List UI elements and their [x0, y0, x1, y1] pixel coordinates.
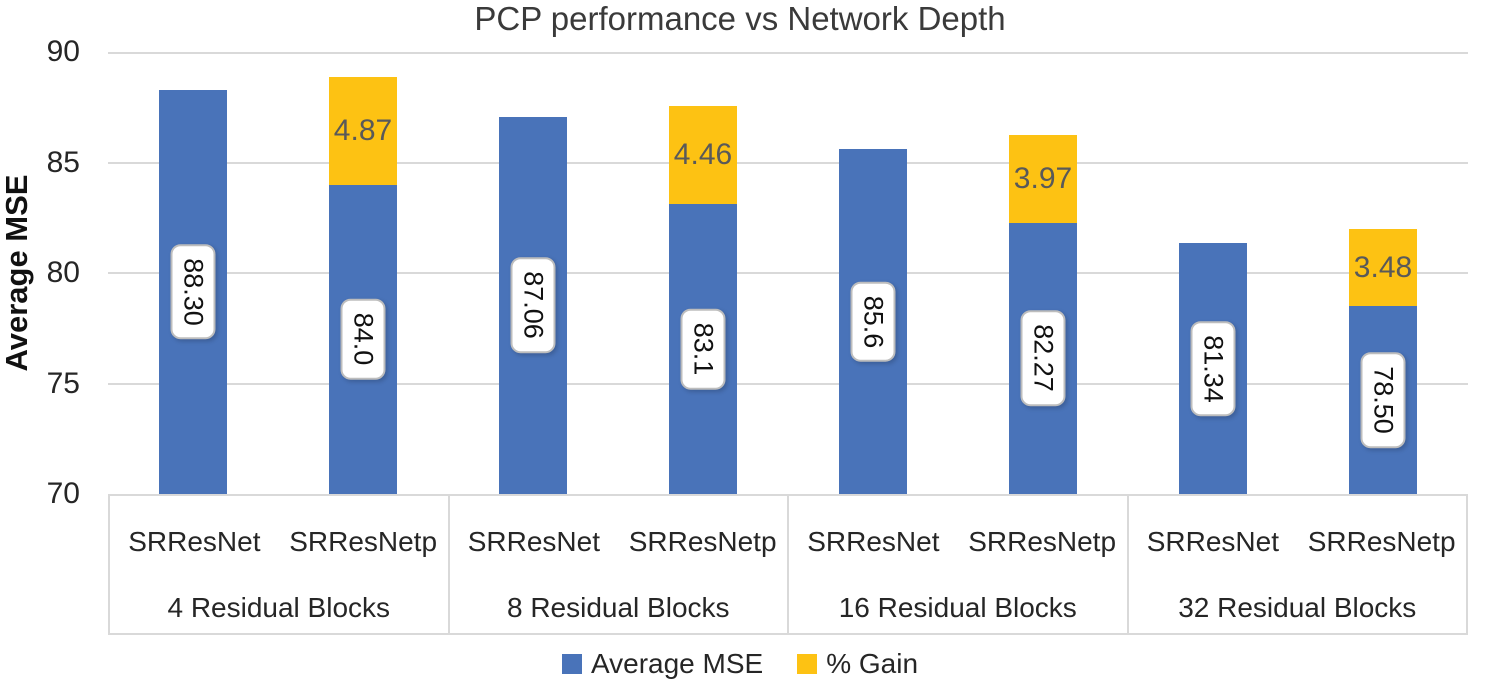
y-tick-label-75: 75	[46, 366, 80, 400]
x-axis-category-area: SRResNet SRResNetp 4 Residual Blocks SRResN…	[108, 494, 1468, 635]
legend-item-average-mse: Average MSE	[561, 648, 764, 680]
gain-value-label-SRResNetp-16-residual-blocks: 3.97	[1013, 161, 1073, 195]
mse-value-label-SRResNet-8-residual-blocks: 87.06	[510, 257, 556, 354]
group-name-label: 4 Residual Blocks	[167, 592, 391, 623]
series-name-label: SRResNetp	[1307, 526, 1456, 557]
category-group-4-residual-blocks: SRResNet SRResNetp 4 Residual Blocks	[110, 496, 450, 633]
series-name-label: SRResNet	[807, 526, 940, 557]
series-name-label: SRResNet	[467, 526, 600, 557]
mse-value-label-SRResNet-4-residual-blocks: 88.30	[170, 243, 216, 340]
category-group-32-residual-blocks: SRResNet SRResNetp 32 Residual Blocks	[1129, 496, 1467, 633]
category-group-16-residual-blocks: SRResNet SRResNetp 16 Residual Blocks	[789, 496, 1129, 633]
legend-label-gain: % Gain	[826, 648, 919, 679]
group-name-label: 8 Residual Blocks	[506, 592, 730, 623]
mse-value-label-SRResNetp-4-residual-blocks: 84.0	[340, 299, 386, 380]
series-name-row: SRResNet SRResNetp	[1129, 525, 1467, 559]
mse-value-label-SRResNetp-32-residual-blocks: 78.50	[1360, 352, 1406, 448]
gridline-75	[108, 382, 1468, 385]
gain-value-label-SRResNetp-32-residual-blocks: 3.48	[1353, 250, 1413, 284]
series-name-label: SRResNetp	[628, 526, 777, 557]
series-name-label: SRResNet	[1146, 526, 1279, 557]
legend: Average MSE % Gain	[0, 648, 1480, 680]
gain-value-label-SRResNetp-8-residual-blocks: 4.46	[673, 138, 733, 172]
series-name-label: SRResNetp	[968, 526, 1117, 557]
series-name-row: SRResNet SRResNetp	[110, 525, 448, 559]
average-mse-swatch-icon	[561, 654, 582, 674]
group-name-label: 32 Residual Blocks	[1178, 592, 1417, 623]
y-tick-label-90: 90	[46, 35, 80, 68]
mse-value-label-SRResNet-16-residual-blocks: 85.6	[850, 281, 896, 362]
y-tick-label-80: 80	[46, 256, 80, 289]
plot-area: 88.30 4.87 84.0 87.06 4.46 83.1 85.6 3.97 82.27 8…	[108, 52, 1468, 494]
gridline-80	[108, 272, 1468, 274]
gridline-85	[108, 161, 1468, 164]
y-tick-label-70: 70	[46, 477, 80, 510]
gain-bar-SRResNetp-4-residual-blocks	[329, 76, 397, 185]
legend-item-gain: % Gain	[797, 648, 918, 680]
mse-value-label-SRResNetp-8-residual-blocks: 83.1	[680, 308, 726, 390]
legend-label-average-mse: Average MSE	[590, 648, 764, 679]
gain-bar-SRResNetp-32-residual-blocks	[1349, 229, 1417, 307]
series-name-row: SRResNet SRResNetp	[450, 525, 788, 559]
y-tick-label-85: 85	[46, 145, 80, 179]
group-name-label: 16 Residual Blocks	[838, 592, 1077, 623]
gain-bar-SRResNetp-16-residual-blocks	[1009, 135, 1077, 223]
category-group-8-residual-blocks: SRResNet SRResNetp 8 Residual Blocks	[450, 496, 789, 633]
mse-value-label-SRResNetp-16-residual-blocks: 82.27	[1020, 310, 1066, 407]
series-name-label: SRResNetp	[289, 526, 438, 557]
chart-title: PCP performance vs Network Depth	[474, 0, 1006, 37]
gain-value-label-SRResNetp-4-residual-blocks: 4.87	[333, 113, 393, 147]
gain-bar-SRResNetp-8-residual-blocks	[669, 105, 737, 205]
mse-value-label-SRResNet-32-residual-blocks: 81.34	[1190, 320, 1236, 417]
series-name-row: SRResNet SRResNetp	[789, 525, 1127, 559]
gridline-90	[108, 52, 1468, 54]
series-name-label: SRResNet	[128, 526, 261, 557]
percent-gain-swatch-icon	[797, 654, 818, 674]
